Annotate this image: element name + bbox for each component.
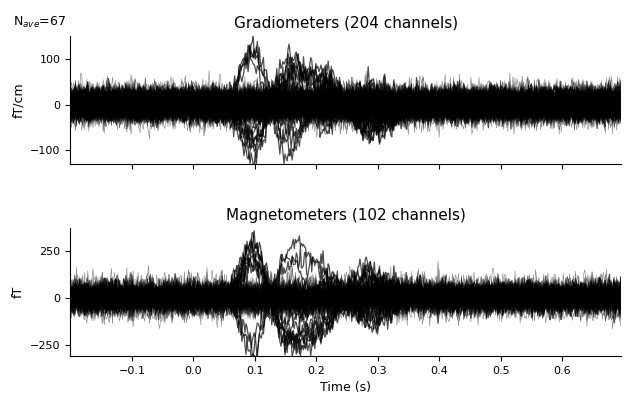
Title: Gradiometers (204 channels): Gradiometers (204 channels): [234, 16, 458, 31]
X-axis label: Time (s): Time (s): [320, 381, 371, 394]
Title: Magnetometers (102 channels): Magnetometers (102 channels): [226, 208, 465, 223]
Y-axis label: fT: fT: [12, 286, 24, 298]
Y-axis label: fT/cm: fT/cm: [12, 82, 25, 118]
Text: N$_{ave}$=67: N$_{ave}$=67: [13, 15, 66, 30]
